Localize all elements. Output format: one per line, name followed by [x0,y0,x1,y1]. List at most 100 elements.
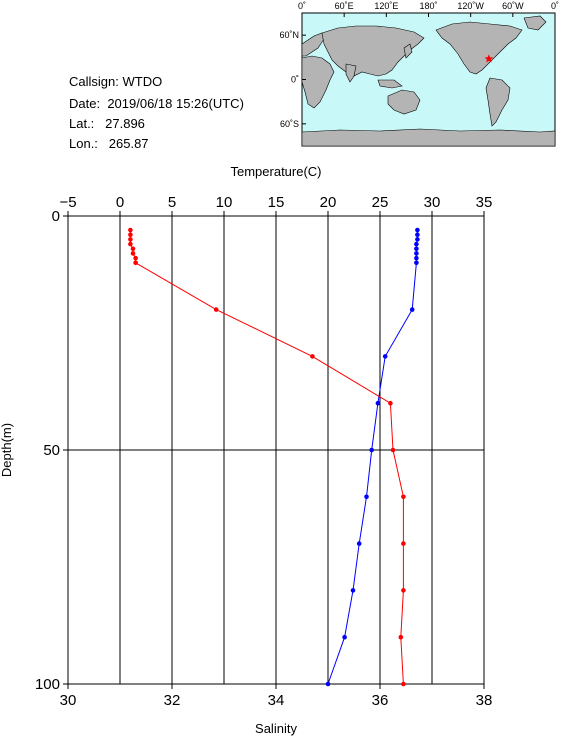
temperature-data-point [382,354,388,359]
temperature-data-point [415,237,420,242]
temperature-data-point [414,251,419,256]
date-value: 2019/06/18 15:26(UTC) [107,96,244,111]
depth-tick-label: 0 [52,208,60,225]
map-top-labels: 0˚ 60˚E 120˚E 180˚ 120˚W 60˚W 0˚ [298,1,559,11]
salinity-data-point [310,354,315,359]
depth-tick-label: 100 [35,676,60,693]
land-europe [301,32,327,57]
map-ticks [301,13,556,125]
callsign-line: Callsign: WTDO [69,74,162,89]
star-icon [484,54,494,63]
map-latitude-label: 60˚N [279,30,299,40]
temperature-tick-label: −5 [59,194,76,211]
callsign-value: WTDO [122,74,163,89]
date-label: Date: [69,96,101,111]
temperature-tick-label: 15 [268,194,285,211]
temperature-tick-label: 0 [116,194,124,211]
map-longitude-label: 60˚W [502,1,524,11]
world-map: 0˚ 60˚E 120˚E 180˚ 120˚W 60˚W 0˚ 60˚N 0˚ 60˚S [279,1,559,147]
salinity-data-point [401,541,406,546]
longitude-value: 265.87 [108,136,149,151]
data-series [128,227,420,687]
salinity-data-point [398,634,404,640]
salinity-data-point [401,681,406,687]
salinity-data-point [128,241,133,247]
temperature-tick-label: 20 [320,194,337,211]
temperature-data-point [414,246,419,252]
temperature-axis: −5 0 5 10 15 20 25 30 35 [59,194,492,216]
land-south-america [485,77,511,127]
temperature-data-point [414,241,419,247]
salinity-data-point [213,307,219,312]
map-longitude-label: 0˚ [298,1,306,11]
salinity-data-point [133,255,138,261]
salinity-data-point [401,494,406,500]
land-australia [387,89,421,115]
depth-axis-title: Depth(m) [0,423,14,477]
map-longitude-label: 180˚ [419,1,437,11]
salinity-data-point [130,251,136,256]
land-greenland [523,15,547,31]
salinity-tick-label: 30 [60,692,77,709]
land-africa [301,55,335,109]
temperature-data-point [342,634,347,640]
land-japan [403,43,413,59]
salinity-axis-title: Salinity [255,721,297,736]
latitude-line: Lat.: 27.896 [69,116,145,131]
latitude-label: Lat.: [69,116,95,131]
map-latitude-label: 60˚S [280,119,299,129]
temperature-tick-label: 10 [216,194,233,211]
land-asia [321,25,425,77]
salinity-tick-label: 32 [164,692,181,709]
temperature-data-point [414,255,419,261]
temperature-axis-title: Temperature(C) [230,164,321,179]
land-north-america [435,21,523,75]
temperature-data-point [350,588,356,593]
salinity-data-point [401,588,406,593]
map-longitude-label: 120˚W [457,1,484,11]
temperature-data-point [369,447,375,453]
temperature-data-point [415,227,420,233]
salinity-axis: 30 32 34 36 38 [60,684,493,709]
map-longitude-label: 0˚ [551,1,559,11]
temperature-data-point [325,681,331,687]
salinity-data-point [128,232,133,237]
land-india [345,63,357,83]
map-left-labels: 60˚N 0˚ 60˚S [279,30,299,129]
grid-lines [67,215,485,685]
longitude-line: Lon.: 265.87 [69,136,149,151]
temperature-tick-label: 35 [476,194,493,211]
date-line: Date: 2019/06/18 15:26(UTC) [69,96,244,111]
temperature-tick-label: 30 [424,194,441,211]
map-longitude-label: 60˚E [335,1,354,11]
depth-tick-label: 50 [43,442,60,459]
longitude-label: Lon.: [69,136,98,151]
salinity-data-point [390,447,396,453]
temperature-tick-label: 25 [372,194,389,211]
temperature-data-point [409,307,415,312]
temperature-data-point [356,541,362,546]
salinity-tick-label: 38 [476,692,493,709]
latitude-value: 27.896 [105,116,145,131]
salinity-tick-label: 36 [372,692,389,709]
salinity-tick-label: 34 [268,692,285,709]
temperature-tick-label: 5 [168,194,176,211]
salinity-data-point [130,246,136,252]
map-latitude-label: 0˚ [291,75,299,85]
depth-axis: 0 50 100 [35,208,68,693]
temperature-data-point [375,400,381,406]
land-antarctica [301,128,556,147]
temperature-data-point [414,260,419,266]
salinity-data-point [133,260,138,266]
salinity-data-point [128,227,133,233]
temperature-data-point [415,232,420,237]
callsign-label: Callsign: [69,74,119,89]
temperature-data-point [364,494,369,500]
map-longitude-label: 120˚E [374,1,398,11]
salinity-data-point [388,400,393,406]
salinity-data-point [128,237,133,242]
map-land [301,15,556,147]
land-indonesia [377,79,403,89]
